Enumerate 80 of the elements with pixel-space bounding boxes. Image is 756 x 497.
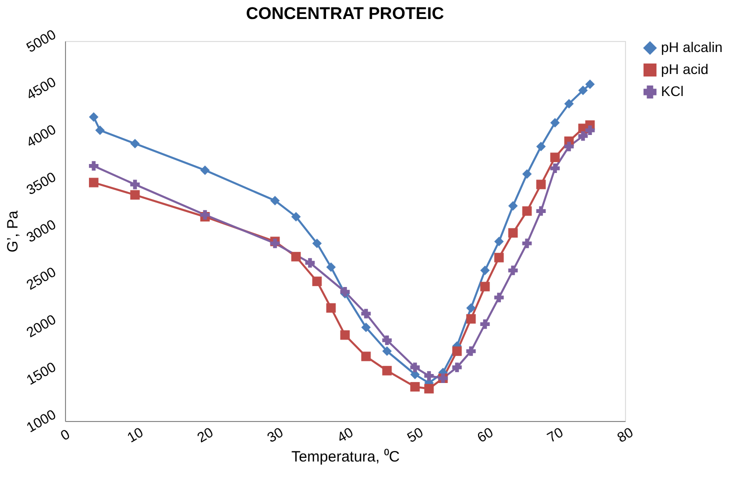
chart-title: CONCENTRAT PROTEIC bbox=[246, 4, 444, 24]
point bbox=[305, 258, 315, 268]
point bbox=[382, 366, 392, 376]
point bbox=[200, 165, 210, 175]
y-tick-label: 2000 bbox=[24, 310, 59, 340]
y-tick-label: 3000 bbox=[24, 216, 59, 246]
y-tick-label: 3500 bbox=[24, 168, 59, 198]
point bbox=[522, 206, 532, 216]
point bbox=[585, 126, 595, 136]
legend-label: KCl bbox=[661, 83, 684, 99]
point bbox=[522, 169, 532, 179]
point bbox=[564, 142, 574, 152]
point bbox=[88, 112, 98, 122]
point bbox=[480, 282, 490, 292]
point bbox=[382, 346, 392, 356]
y-tick-label: 4000 bbox=[24, 120, 59, 150]
point bbox=[340, 330, 350, 340]
point bbox=[424, 384, 434, 394]
x-tick-label: 40 bbox=[334, 424, 356, 446]
point bbox=[585, 79, 595, 89]
point bbox=[270, 196, 280, 206]
point bbox=[452, 362, 462, 372]
point bbox=[536, 206, 546, 216]
point bbox=[291, 252, 301, 262]
point bbox=[291, 212, 301, 222]
x-tick-label: 80 bbox=[614, 424, 636, 446]
point bbox=[312, 238, 322, 248]
point bbox=[424, 371, 434, 381]
legend-label: pH alcalin bbox=[661, 39, 722, 55]
x-axis-title: Temperatura, ⁰C bbox=[291, 448, 400, 466]
point bbox=[522, 238, 532, 248]
point bbox=[550, 118, 560, 128]
point bbox=[564, 98, 574, 108]
point bbox=[494, 252, 504, 262]
point bbox=[550, 152, 560, 162]
x-tick-label: 10 bbox=[124, 424, 146, 446]
point bbox=[466, 303, 476, 313]
point bbox=[361, 352, 371, 362]
point bbox=[410, 382, 420, 392]
point bbox=[361, 322, 371, 332]
x-tick-label: 20 bbox=[194, 424, 216, 446]
point bbox=[361, 308, 371, 318]
point bbox=[410, 362, 420, 372]
y-tick-label: 1500 bbox=[24, 358, 59, 388]
point bbox=[130, 138, 140, 148]
y-tick-label: 4500 bbox=[24, 73, 59, 103]
point bbox=[466, 314, 476, 324]
point bbox=[508, 201, 518, 211]
point bbox=[578, 131, 588, 141]
point bbox=[536, 180, 546, 190]
point bbox=[326, 262, 336, 272]
point bbox=[130, 190, 140, 200]
point bbox=[452, 346, 462, 356]
x-tick-label: 30 bbox=[264, 424, 286, 446]
point bbox=[480, 319, 490, 329]
legend-label: pH acid bbox=[661, 61, 708, 77]
y-axis-title: G’, Pa bbox=[4, 210, 22, 252]
point bbox=[326, 303, 336, 313]
point bbox=[480, 266, 490, 276]
x-tick-label: 60 bbox=[474, 424, 496, 446]
point bbox=[130, 180, 140, 190]
point bbox=[578, 86, 588, 96]
point bbox=[494, 236, 504, 246]
point bbox=[95, 126, 105, 136]
point bbox=[494, 292, 504, 302]
y-tick-label: 2500 bbox=[24, 263, 59, 293]
point bbox=[508, 228, 518, 238]
x-tick-label: 50 bbox=[404, 424, 426, 446]
x-tick-label: 70 bbox=[544, 424, 566, 446]
point bbox=[382, 336, 392, 345]
point bbox=[88, 161, 98, 171]
x-tick-label: 0 bbox=[58, 426, 73, 444]
point bbox=[550, 164, 560, 174]
point bbox=[508, 266, 518, 276]
point bbox=[536, 142, 546, 152]
point bbox=[88, 178, 98, 188]
point bbox=[312, 276, 322, 286]
y-tick-label: 5000 bbox=[24, 26, 59, 56]
point bbox=[466, 346, 476, 356]
y-tick-label: 1000 bbox=[24, 406, 59, 436]
